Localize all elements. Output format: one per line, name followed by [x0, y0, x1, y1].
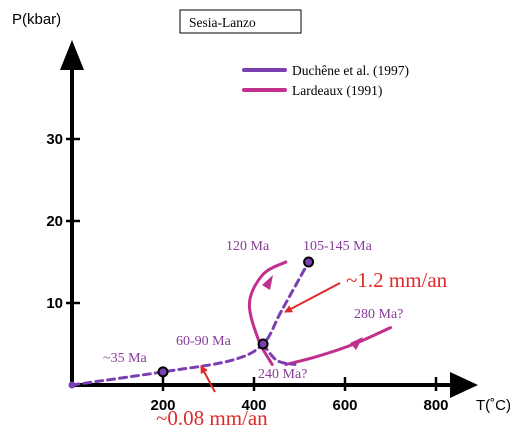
pt-marker	[257, 338, 269, 350]
age-label-60-90ma: 60-90 Ma	[176, 334, 232, 349]
age-label-280ma: 280 Ma?	[354, 307, 403, 322]
x-axis-arrowhead	[450, 372, 478, 398]
y-tick-label: 30	[46, 131, 63, 148]
series-line-0-0	[70, 260, 311, 387]
series-line-1-1	[284, 326, 392, 366]
title-box	[179, 9, 302, 34]
marker-layer	[157, 256, 315, 378]
chart-title: Sesia-Lanzo	[189, 15, 256, 30]
x-tick-label: 400	[241, 397, 266, 414]
x-tick-label: 200	[150, 397, 175, 414]
rate-label-0-08: ~0.08 mm/an	[156, 406, 268, 430]
legend-label-lardeaux: Lardeaux (1991)	[292, 83, 382, 98]
x-ticks: 200 400 600 800	[150, 377, 449, 414]
x-axis-title: T(˚C)	[476, 397, 511, 414]
rate-arrow-exhumation-slow	[200, 365, 216, 393]
y-tick-label: 20	[46, 213, 63, 230]
path-direction-arrow-lower	[350, 337, 363, 350]
age-label-35ma: ~35 Ma	[103, 351, 148, 366]
age-label-105-145ma: 105-145 Ma	[303, 239, 373, 254]
x-tick-label: 800	[423, 397, 448, 414]
age-label-240ma: 240 Ma?	[258, 367, 307, 382]
pt-marker	[303, 256, 315, 268]
series-line-2-0	[261, 342, 297, 366]
y-axis-arrowhead	[60, 40, 84, 70]
path-direction-arrow-upper	[262, 275, 273, 290]
age-label-120ma: 120 Ma	[226, 239, 270, 254]
y-tick-label: 10	[46, 295, 63, 312]
pt-marker	[157, 366, 169, 378]
rate-arrow-exhumation-fast	[284, 282, 341, 313]
y-axis-title: P(kbar)	[12, 11, 61, 28]
x-tick-label: 600	[332, 397, 357, 414]
rate-label-1-2: ~1.2 mm/an	[346, 268, 448, 292]
legend-label-duchene: Duchêne et al. (1997)	[292, 63, 409, 78]
legend: Duchêne et al. (1997) Lardeaux (1991)	[242, 63, 409, 98]
y-ticks: 10 20 30	[46, 131, 80, 312]
series-layer	[68, 260, 392, 389]
origin-point	[68, 381, 76, 389]
